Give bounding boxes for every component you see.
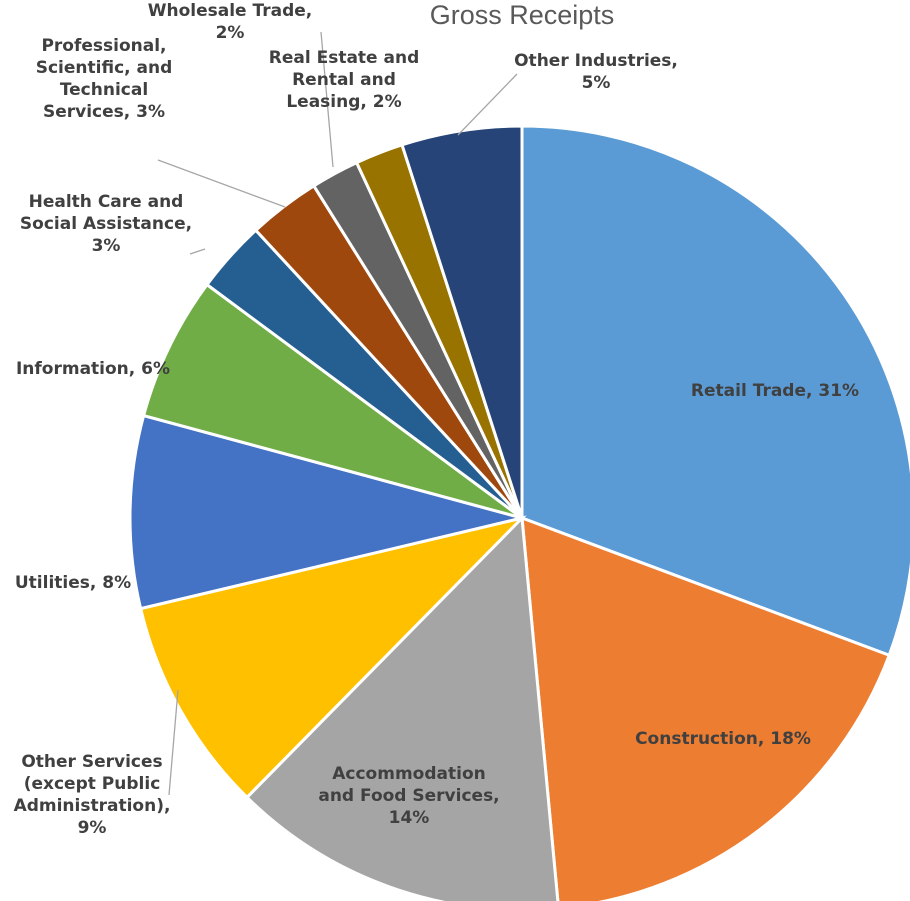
slice-data-label: Retail Trade, 31% bbox=[691, 381, 859, 401]
leader-line bbox=[189, 248, 206, 255]
pie-slices bbox=[128, 124, 910, 901]
leader-line bbox=[168, 689, 179, 796]
leader-line bbox=[320, 31, 334, 168]
slice-data-label: Utilities, 8% bbox=[15, 573, 131, 593]
data-labels: Retail Trade, 31% Construction, 18% Accomm… bbox=[14, 1, 860, 838]
slice-data-label: Information, 6% bbox=[16, 359, 170, 379]
pie-slice bbox=[520, 515, 892, 901]
pie-slice bbox=[128, 413, 523, 611]
slice-data-label: Other Services (except Public Administrati… bbox=[14, 752, 171, 838]
pie-slice bbox=[520, 124, 910, 658]
slice-data-label: Professional, Scientific, and Technical Ser… bbox=[36, 36, 173, 122]
pie-slice bbox=[138, 515, 527, 800]
slice-data-label: Real Estate and Rental and Leasing, 2% bbox=[269, 48, 420, 112]
pie-slice bbox=[141, 282, 523, 520]
slice-data-label: Wholesale Trade, 2% bbox=[148, 1, 313, 43]
pie-slice bbox=[244, 514, 560, 901]
slice-data-label: Other Industries, 5% bbox=[514, 51, 678, 93]
chart-title: Gross Receipts bbox=[430, 0, 615, 30]
leader-lines bbox=[157, 31, 518, 796]
slice-data-label: Construction, 18% bbox=[635, 729, 811, 749]
slice-data-label: Accommodation and Food Services, 14% bbox=[318, 764, 499, 828]
leader-line bbox=[157, 159, 286, 208]
slice-data-label: Health Care and Social Assistance, 3% bbox=[20, 192, 192, 256]
leader-line bbox=[457, 73, 518, 136]
